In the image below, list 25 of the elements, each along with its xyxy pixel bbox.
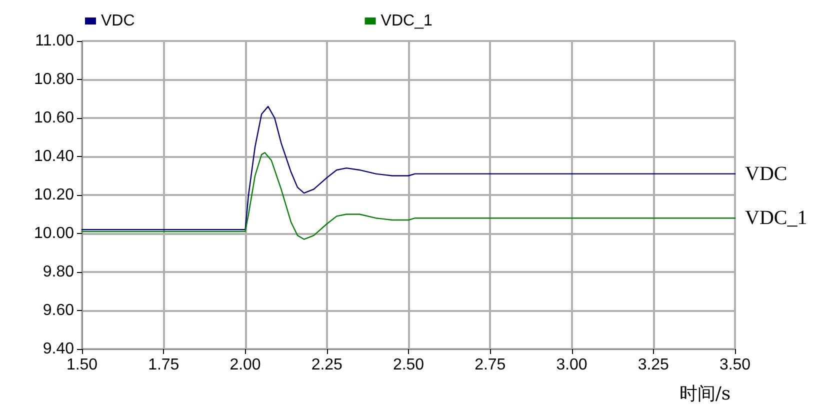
- x-tick-label: 3.00: [556, 356, 588, 374]
- y-tick-label: 10.40: [34, 148, 74, 165]
- legend-label: VDC: [101, 12, 135, 30]
- x-tick-label: 1.75: [148, 356, 180, 374]
- line-series: [81, 152, 736, 240]
- x-tick-label: 2.25: [311, 356, 343, 374]
- y-tick-label: 9.40: [42, 340, 74, 358]
- y-tick-label: 11.00: [35, 32, 74, 50]
- text: VDC: [745, 162, 788, 185]
- y-tick-label: 10.00: [34, 225, 74, 242]
- y-tick-label: 9.60: [42, 302, 74, 319]
- x-tick-label: 3.50: [719, 356, 751, 374]
- y-tick-label: 9.80: [42, 264, 74, 280]
- y-tick-label: 10.80: [34, 71, 74, 88]
- x-tick-label: 3.25: [638, 356, 670, 374]
- y-tick-label: 10.20: [34, 186, 74, 204]
- x-tick-label: 2.00: [230, 356, 261, 374]
- x-tick-label: 2.50: [392, 356, 424, 374]
- text: VDC_1: [745, 207, 808, 230]
- y-tick-label: 10.60: [34, 110, 74, 126]
- x-axis-title: 时间/s: [679, 384, 731, 404]
- line-series: [81, 106, 736, 230]
- x-tick-label: 2.75: [474, 356, 506, 374]
- legend-label: VDC_1: [380, 12, 432, 30]
- x-tick-label: 1.50: [66, 356, 98, 374]
